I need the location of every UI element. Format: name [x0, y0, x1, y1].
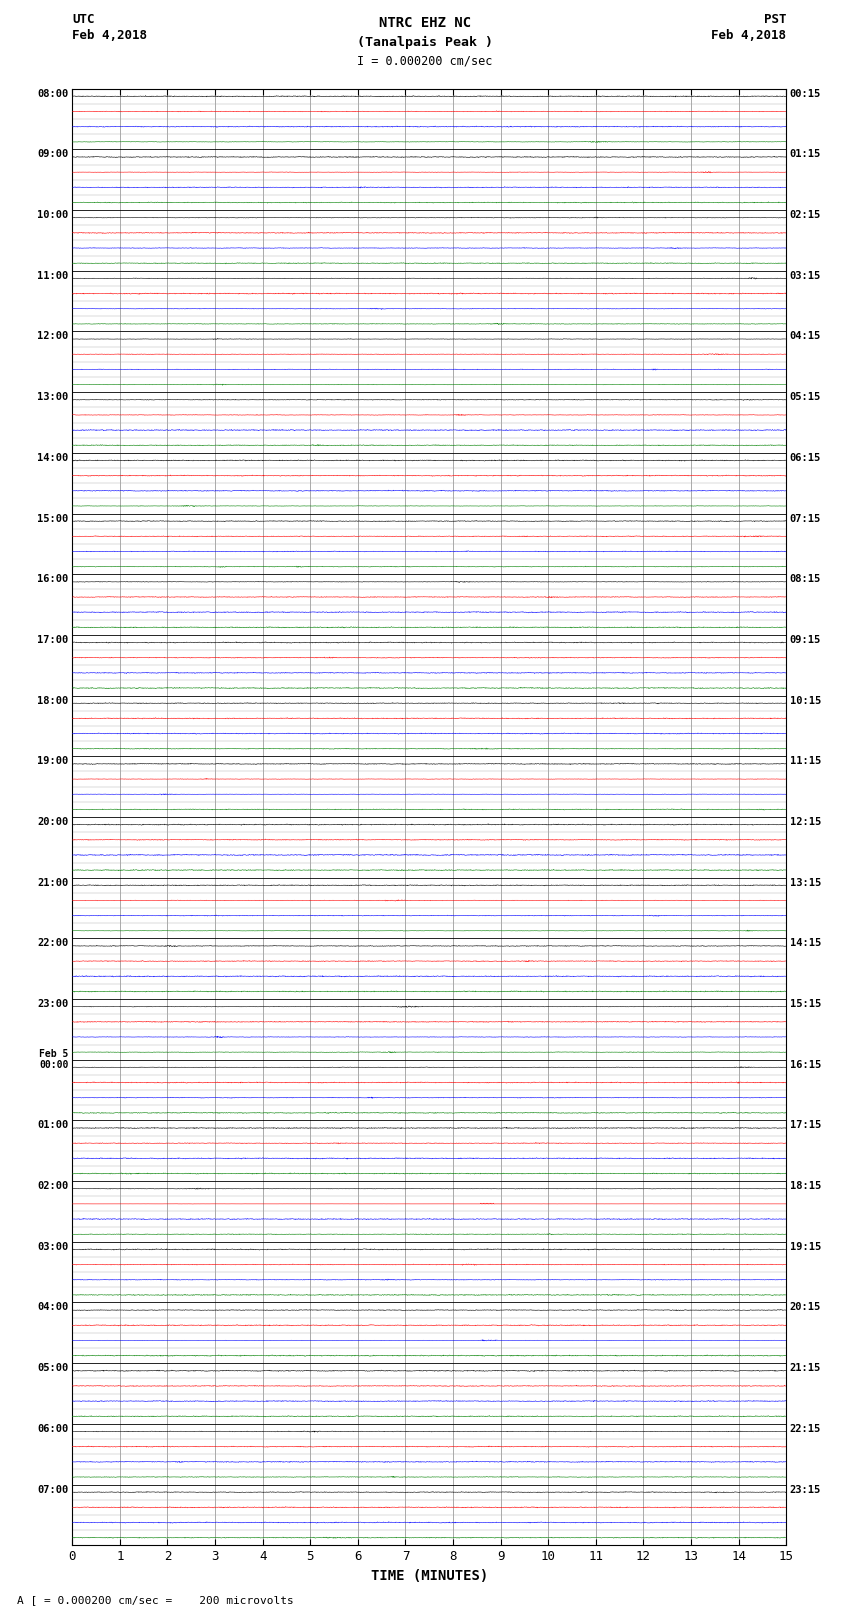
Text: A [ = 0.000200 cm/sec =    200 microvolts: A [ = 0.000200 cm/sec = 200 microvolts [17, 1595, 294, 1605]
Text: 23:00: 23:00 [37, 998, 69, 1010]
Text: 13:15: 13:15 [790, 877, 821, 887]
Text: 12:15: 12:15 [790, 818, 821, 827]
Text: 22:15: 22:15 [790, 1424, 821, 1434]
Text: 03:00: 03:00 [37, 1242, 69, 1252]
Text: 17:15: 17:15 [790, 1121, 821, 1131]
Text: PST: PST [764, 13, 786, 26]
Text: NTRC EHZ NC: NTRC EHZ NC [379, 16, 471, 31]
Text: 00:00: 00:00 [39, 1060, 69, 1069]
Text: Feb 5: Feb 5 [39, 1048, 69, 1058]
Text: 15:15: 15:15 [790, 998, 821, 1010]
Text: 20:00: 20:00 [37, 818, 69, 827]
Text: 05:00: 05:00 [37, 1363, 69, 1373]
Text: 18:00: 18:00 [37, 695, 69, 705]
Text: 06:15: 06:15 [790, 453, 821, 463]
Text: 16:00: 16:00 [37, 574, 69, 584]
Text: 14:00: 14:00 [37, 453, 69, 463]
Text: 17:00: 17:00 [37, 636, 69, 645]
Text: 01:00: 01:00 [37, 1121, 69, 1131]
Text: 02:15: 02:15 [790, 210, 821, 219]
Text: 10:00: 10:00 [37, 210, 69, 219]
Text: 11:15: 11:15 [790, 756, 821, 766]
Text: 04:15: 04:15 [790, 332, 821, 342]
Text: 19:15: 19:15 [790, 1242, 821, 1252]
Text: 01:15: 01:15 [790, 150, 821, 160]
Text: Feb 4,2018: Feb 4,2018 [72, 29, 147, 42]
Text: 00:15: 00:15 [790, 89, 821, 98]
Text: 15:00: 15:00 [37, 513, 69, 524]
Text: 21:00: 21:00 [37, 877, 69, 887]
Text: 09:15: 09:15 [790, 636, 821, 645]
Text: 06:00: 06:00 [37, 1424, 69, 1434]
Text: 14:15: 14:15 [790, 939, 821, 948]
Text: 12:00: 12:00 [37, 332, 69, 342]
Text: 19:00: 19:00 [37, 756, 69, 766]
Text: 13:00: 13:00 [37, 392, 69, 402]
Text: 21:15: 21:15 [790, 1363, 821, 1373]
Text: (Tanalpais Peak ): (Tanalpais Peak ) [357, 35, 493, 48]
Text: 20:15: 20:15 [790, 1303, 821, 1313]
Text: 23:15: 23:15 [790, 1484, 821, 1495]
Text: 22:00: 22:00 [37, 939, 69, 948]
Text: 11:00: 11:00 [37, 271, 69, 281]
Text: 04:00: 04:00 [37, 1303, 69, 1313]
Text: I = 0.000200 cm/sec: I = 0.000200 cm/sec [357, 55, 493, 68]
Text: 18:15: 18:15 [790, 1181, 821, 1190]
Text: 10:15: 10:15 [790, 695, 821, 705]
X-axis label: TIME (MINUTES): TIME (MINUTES) [371, 1569, 488, 1582]
Text: 07:15: 07:15 [790, 513, 821, 524]
Text: Feb 4,2018: Feb 4,2018 [711, 29, 786, 42]
Text: 08:00: 08:00 [37, 89, 69, 98]
Text: 05:15: 05:15 [790, 392, 821, 402]
Text: 09:00: 09:00 [37, 150, 69, 160]
Text: UTC: UTC [72, 13, 94, 26]
Text: 16:15: 16:15 [790, 1060, 821, 1069]
Text: 02:00: 02:00 [37, 1181, 69, 1190]
Text: 07:00: 07:00 [37, 1484, 69, 1495]
Text: 03:15: 03:15 [790, 271, 821, 281]
Text: 08:15: 08:15 [790, 574, 821, 584]
